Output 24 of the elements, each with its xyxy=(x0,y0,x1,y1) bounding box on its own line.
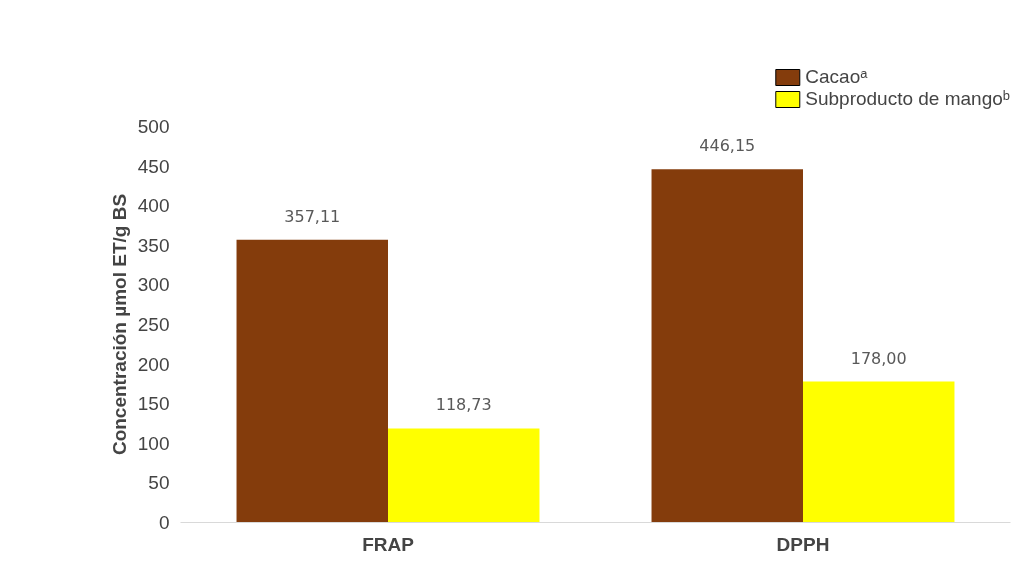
y-tick-label: 250 xyxy=(137,314,170,335)
legend-label: Cacaoᵃ xyxy=(805,66,868,88)
y-tick-label: 450 xyxy=(137,155,170,177)
data-label: 446,15 xyxy=(699,136,756,156)
data-label: 357,11 xyxy=(284,206,341,226)
data-label: 178,00 xyxy=(850,348,907,368)
legend-label: Subproducto de mangoᵇ xyxy=(805,88,1010,110)
y-tick-label: 300 xyxy=(137,274,170,296)
y-tick-label: 200 xyxy=(137,353,170,375)
bar xyxy=(651,169,803,523)
y-tick-label: 50 xyxy=(148,472,170,494)
data-label: 118,73 xyxy=(435,395,492,415)
bar xyxy=(803,381,955,523)
y-tick-label: 150 xyxy=(137,393,170,415)
bar xyxy=(236,239,388,523)
y-axis-title: Concentración µmol ET/g BS xyxy=(108,193,130,456)
y-tick-label: 350 xyxy=(137,234,170,256)
y-tick-label: 0 xyxy=(158,512,170,533)
y-tick-label: 500 xyxy=(137,116,170,137)
x-tick-label: DPPH xyxy=(776,533,830,555)
bar xyxy=(388,428,540,523)
y-tick-label: 100 xyxy=(137,432,170,454)
y-tick-label: 400 xyxy=(137,195,170,217)
x-tick-label: FRAP xyxy=(362,533,415,555)
